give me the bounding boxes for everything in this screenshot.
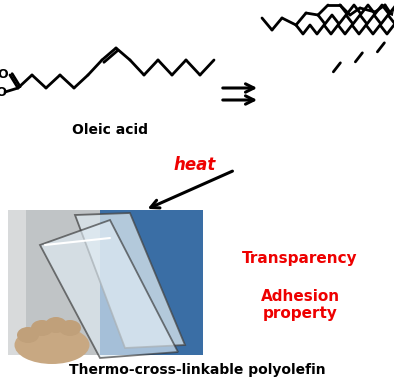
Bar: [100, 210, 203, 355]
Ellipse shape: [45, 317, 67, 333]
Polygon shape: [40, 220, 178, 358]
Text: Adhesion
property: Adhesion property: [260, 289, 340, 321]
Text: n: n: [391, 5, 394, 19]
Bar: [8, 210, 203, 355]
Polygon shape: [75, 213, 185, 348]
Text: O: O: [0, 68, 8, 81]
Ellipse shape: [59, 320, 81, 336]
Ellipse shape: [15, 326, 89, 364]
Ellipse shape: [31, 320, 53, 336]
Text: heat: heat: [174, 156, 216, 174]
Bar: [8, 210, 26, 355]
Text: Oleic acid: Oleic acid: [72, 123, 148, 137]
Text: Transparency: Transparency: [242, 251, 358, 266]
Text: HO: HO: [0, 86, 7, 98]
Ellipse shape: [17, 327, 39, 343]
Text: Thermo-cross-linkable polyolefin: Thermo-cross-linkable polyolefin: [69, 363, 325, 377]
